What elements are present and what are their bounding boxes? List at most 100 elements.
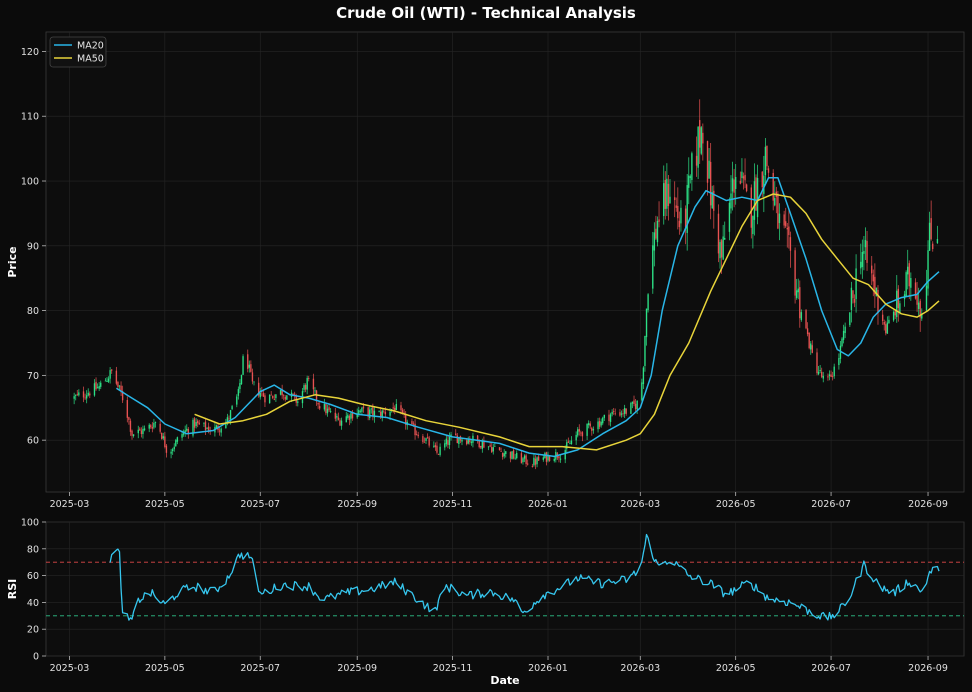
- y-tick-label: 100: [21, 518, 39, 529]
- candle-body: [537, 456, 540, 461]
- x-tick-label: 2025-11: [433, 663, 473, 674]
- candle-body: [816, 352, 818, 374]
- candle-body: [275, 394, 277, 399]
- candle-body: [345, 416, 347, 423]
- candle-body: [691, 153, 693, 181]
- candle-body: [811, 345, 814, 353]
- candle-body: [369, 409, 371, 419]
- candle-body: [581, 432, 584, 437]
- candle-body: [450, 434, 452, 437]
- candle-body: [512, 450, 515, 459]
- candle-body: [458, 437, 460, 444]
- candle-body: [545, 452, 548, 462]
- candle-body: [788, 226, 790, 236]
- candle-body: [470, 441, 473, 443]
- candle-body: [706, 141, 709, 183]
- candle-body: [264, 395, 266, 403]
- candle-body: [717, 213, 720, 254]
- candle-body: [98, 385, 100, 389]
- candle-body: [128, 417, 130, 420]
- candle-body: [830, 374, 832, 378]
- candle-body: [797, 288, 799, 293]
- candle-body: [173, 446, 175, 450]
- legend: MA20 MA50: [49, 36, 107, 68]
- candle-body: [921, 313, 923, 319]
- candle-body: [764, 146, 767, 176]
- candle-body: [159, 423, 161, 432]
- candle-body: [82, 391, 85, 398]
- candle-body: [623, 407, 626, 414]
- candle-body: [569, 443, 571, 445]
- candle-body: [370, 408, 372, 410]
- x-tick-label: 2025-03: [50, 499, 90, 510]
- candle-body: [598, 421, 601, 427]
- candle-body: [89, 393, 91, 396]
- candle-body: [404, 414, 407, 425]
- candle-body: [415, 434, 418, 436]
- candle-body: [84, 397, 86, 399]
- candle-body: [303, 385, 305, 390]
- candle-body: [655, 228, 657, 239]
- candle-body: [711, 192, 713, 209]
- candle-body: [673, 197, 676, 201]
- y-tick-label: 80: [27, 544, 39, 555]
- x-tick-label: 2025-09: [337, 499, 377, 510]
- candle-body: [120, 385, 122, 393]
- candle-body: [786, 227, 788, 230]
- candle-body: [491, 447, 493, 453]
- rsi-line: [109, 533, 940, 621]
- candle-body: [542, 457, 545, 460]
- candle-body: [892, 311, 895, 321]
- candle-body: [96, 387, 99, 389]
- candle-body: [400, 405, 402, 411]
- candle-body: [778, 213, 781, 224]
- candle-body: [237, 389, 240, 396]
- candle-body: [95, 381, 97, 390]
- candle-body: [772, 172, 774, 201]
- candle-body: [198, 422, 200, 425]
- candle-body: [603, 414, 606, 418]
- x-tick-label: 2026-01: [528, 499, 568, 510]
- candle-body: [356, 413, 358, 418]
- candle-body: [456, 435, 459, 444]
- candle-body: [695, 155, 698, 166]
- candle-body: [78, 392, 80, 396]
- candle-body: [350, 413, 352, 419]
- candle-body: [351, 412, 354, 419]
- candle-body: [534, 458, 537, 465]
- candle-body: [347, 414, 349, 418]
- candle-body: [675, 205, 677, 208]
- candle-body: [192, 419, 194, 436]
- candle-body: [808, 332, 810, 349]
- candle-body: [719, 242, 721, 259]
- candle-body: [700, 127, 702, 154]
- chart-title: Crude Oil (WTI) - Technical Analysis: [336, 4, 636, 22]
- candle-body: [164, 436, 166, 447]
- candle-body: [774, 197, 776, 206]
- x-tick-label: 2026-05: [716, 663, 756, 674]
- candle-body: [228, 418, 230, 420]
- candle-body: [752, 216, 754, 235]
- candle-body: [860, 261, 862, 269]
- candle-body: [799, 287, 801, 319]
- y-tick-label: 70: [27, 371, 39, 382]
- y-tick-label: 20: [27, 625, 39, 636]
- candle-body: [445, 438, 448, 445]
- candle-body: [587, 423, 590, 426]
- candle-body: [766, 145, 768, 167]
- candle-body: [885, 324, 887, 334]
- candle-body: [273, 398, 276, 400]
- candle-body: [684, 208, 687, 228]
- candle-body: [262, 393, 265, 397]
- candle-body: [121, 391, 124, 401]
- candle-body: [733, 179, 735, 193]
- candle-body: [863, 250, 865, 254]
- candle-body: [184, 430, 186, 433]
- candle-body: [566, 442, 568, 449]
- candle-body: [653, 232, 656, 251]
- candle-body: [436, 445, 438, 453]
- candle-body: [580, 432, 582, 434]
- candle-body: [907, 266, 909, 275]
- candle-body: [378, 411, 380, 412]
